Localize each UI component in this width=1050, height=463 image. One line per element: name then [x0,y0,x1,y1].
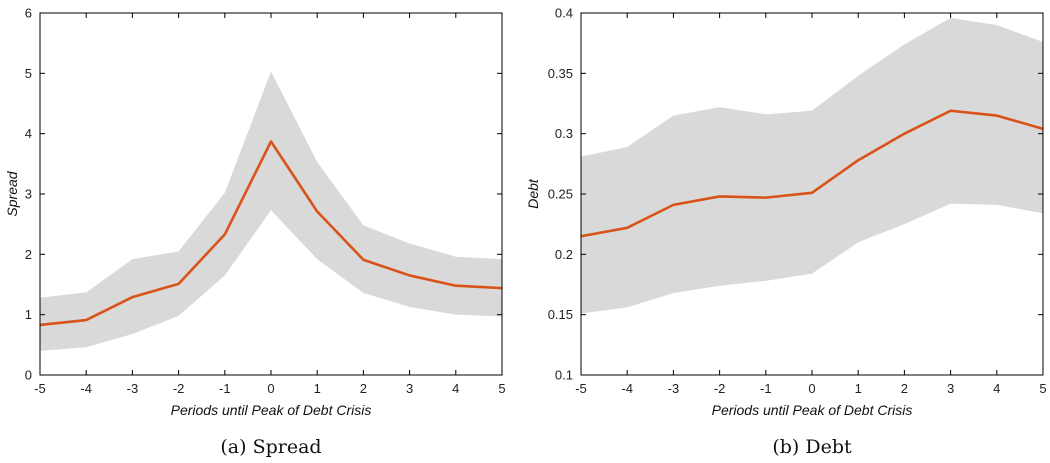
y-tick-label: 1 [25,307,32,322]
x-tick-label: 4 [993,381,1000,396]
x-tick-label: 0 [267,381,274,396]
x-tick-label: -3 [127,381,139,396]
y-tick-label: 0.25 [548,187,573,202]
panel-spread: -5 -4 -3 -2 -1 0 1 2 3 4 5 0 1 2 3 4 5 6 Periods until P… [4,6,506,459]
y-tick-label: 5 [25,66,32,81]
x-tick-label: 1 [855,381,862,396]
series-line-debt [580,109,1044,238]
x-tick-label: 0 [808,381,815,396]
x-tick-label: -5 [34,381,46,396]
y-tick-label: 3 [25,187,32,202]
caption-spread: (a) Spread [220,436,321,458]
x-tick-label: -4 [80,381,92,396]
y-axis-label-debt: Debt [525,178,541,209]
confidence-band-spread [40,71,502,351]
x-ticks-spread: -5 -4 -3 -2 -1 0 1 2 3 4 5 [34,13,506,396]
x-tick-label: -1 [219,381,231,396]
y-tick-label: 0.35 [548,66,573,81]
x-tick-label: 2 [901,381,908,396]
x-tick-label: -1 [760,381,772,396]
y-ticks-debt: 0.1 0.15 0.2 0.25 0.3 0.35 0.4 [548,6,1043,383]
x-tick-label: 5 [1039,381,1046,396]
confidence-band-debt [581,17,1043,314]
x-tick-label: -3 [668,381,680,396]
x-tick-label: -2 [173,381,185,396]
x-tick-label: -2 [714,381,726,396]
x-axis-label-debt: Periods until Peak of Debt Crisis [712,402,913,418]
y-tick-label: 2 [25,247,32,262]
y-tick-label: 0.15 [548,307,573,322]
panel-debt: -5 -4 -3 -2 -1 0 1 2 3 4 5 0.10.150.20.250.30.350.… [525,6,1047,459]
x-tick-label: 5 [498,381,505,396]
x-axis-label-spread: Periods until Peak of Debt Crisis [171,402,372,418]
series-line-spread [39,140,503,327]
y-tick-label: 0.3 [555,126,573,141]
y-tick-label: 0.1 [555,368,573,383]
y-tick-label: 4 [25,126,32,141]
x-ticks-debt: -5 -4 -3 -2 -1 0 1 2 3 4 5 [575,13,1047,396]
y-ticks-spread: 0 1 2 3 4 5 6 [25,6,502,383]
x-tick-label: -4 [621,381,633,396]
x-tick-label: 2 [360,381,367,396]
x-tick-label: 1 [314,381,321,396]
caption-debt: (b) Debt [772,436,852,458]
x-tick-label: -5 [575,381,587,396]
y-axis-label-spread: Spread [4,170,20,216]
x-tick-label: 3 [406,381,413,396]
x-tick-label: 3 [947,381,954,396]
x-tick-label: 4 [452,381,459,396]
y-tick-label: 0.2 [555,247,573,262]
y-tick-label: 0 [25,368,32,383]
y-tick-label: 0.4 [555,6,573,21]
y-tick-label: 6 [25,6,32,21]
